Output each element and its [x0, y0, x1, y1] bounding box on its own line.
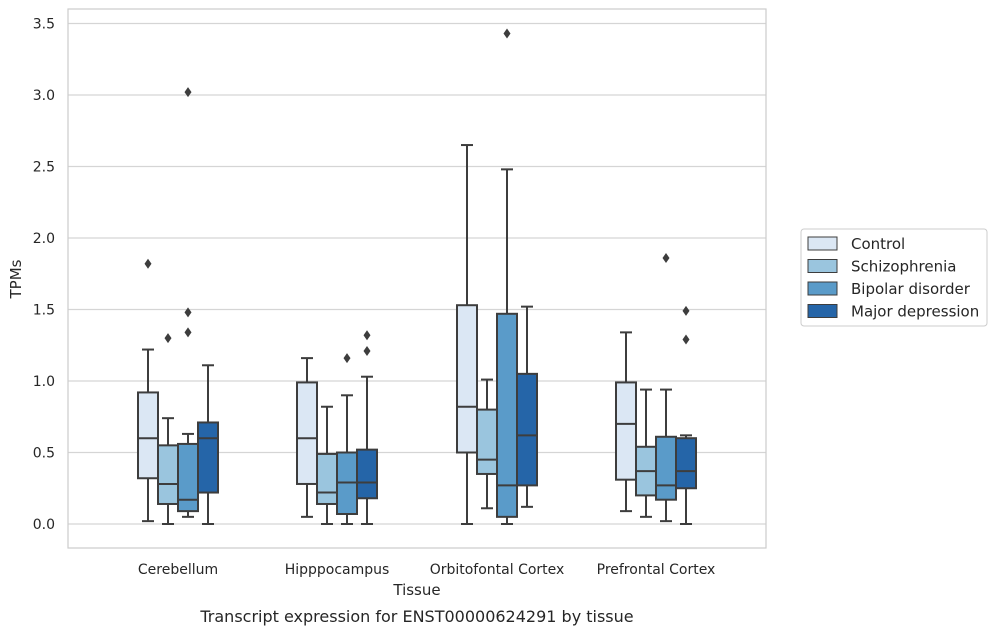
x-tick-label: Cerebellum	[138, 562, 218, 578]
box-control	[615, 331, 637, 513]
box-bipolar-disorder	[496, 28, 518, 525]
outlier-point	[682, 305, 690, 316]
box-schizophrenia	[157, 333, 179, 525]
legend-swatch	[807, 236, 838, 251]
plot-frame	[67, 8, 767, 549]
y-tick-label: 0.5	[33, 446, 55, 462]
box-major-depression	[356, 330, 378, 525]
box-body	[177, 442, 199, 513]
y-tick-label: 3.5	[33, 17, 55, 33]
box-control	[296, 357, 318, 518]
y-tick-label: 1.5	[33, 303, 55, 319]
legend-label: Schizophrenia	[851, 258, 956, 276]
legend: Control Schizophrenia Bipolar disorder Majo…	[800, 228, 988, 327]
outlier-point	[503, 28, 511, 39]
x-tick-label: Prefrontal Cortex	[597, 562, 716, 578]
box-body	[675, 437, 697, 490]
x-tick-label: Hipppocampus	[285, 562, 390, 578]
box-body	[197, 421, 219, 494]
legend-label: Major depression	[851, 303, 979, 321]
y-axis-ticks: 0.0 0.5 1.0 1.5 2.0 2.5 3.0 3.5	[33, 17, 55, 534]
box-body	[476, 408, 498, 475]
outlier-point	[184, 327, 192, 338]
legend-frame	[800, 228, 988, 327]
box-body	[615, 381, 637, 481]
chart-caption: Transcript expression for ENST0000062429…	[199, 607, 633, 626]
legend-label: Bipolar disorder	[851, 280, 971, 298]
legend-label: Control	[851, 235, 905, 253]
legend-swatch	[807, 259, 838, 273]
outlier-point	[184, 307, 192, 318]
box-schizophrenia	[635, 388, 657, 518]
outlier-point	[662, 253, 670, 264]
box-body	[356, 448, 378, 500]
box-body	[516, 372, 538, 487]
x-tick-label: Orbitofontal Cortex	[430, 562, 565, 578]
outlier-point	[144, 258, 152, 269]
outlier-point	[343, 353, 351, 364]
box-body	[296, 381, 318, 485]
outlier-point	[164, 333, 172, 344]
box-schizophrenia	[476, 378, 498, 510]
y-tick-label: 1.0	[33, 374, 55, 390]
boxes-group	[137, 28, 697, 525]
box-body	[137, 391, 159, 480]
box-body	[316, 452, 338, 505]
y-tick-label: 2.5	[33, 160, 55, 176]
outlier-point	[184, 87, 192, 98]
outlier-point	[363, 330, 371, 341]
box-body	[496, 312, 518, 518]
legend-swatch	[807, 281, 838, 296]
box-major-depression	[516, 305, 538, 508]
box-body	[157, 444, 179, 505]
y-tick-label: 3.0	[33, 88, 55, 104]
box-major-depression	[197, 364, 219, 525]
outlier-point	[682, 334, 690, 345]
y-tick-label: 2.0	[33, 231, 55, 247]
x-axis-ticks: Cerebellum Hipppocampus Orbitofontal Corte…	[138, 562, 715, 578]
box-control	[456, 144, 478, 525]
y-axis-label: TPMs	[7, 259, 25, 299]
outlier-point	[363, 345, 371, 356]
y-tick-label: 0.0	[33, 517, 55, 533]
box-bipolar-disorder	[336, 353, 358, 525]
box-body	[655, 435, 677, 501]
box-control	[137, 258, 159, 523]
box-body	[456, 304, 478, 454]
x-axis-label: Tissue	[392, 581, 440, 599]
box-major-depression	[675, 305, 697, 525]
box-bipolar-disorder	[177, 87, 199, 518]
box-bipolar-disorder	[655, 253, 677, 523]
legend-swatch	[807, 304, 838, 318]
